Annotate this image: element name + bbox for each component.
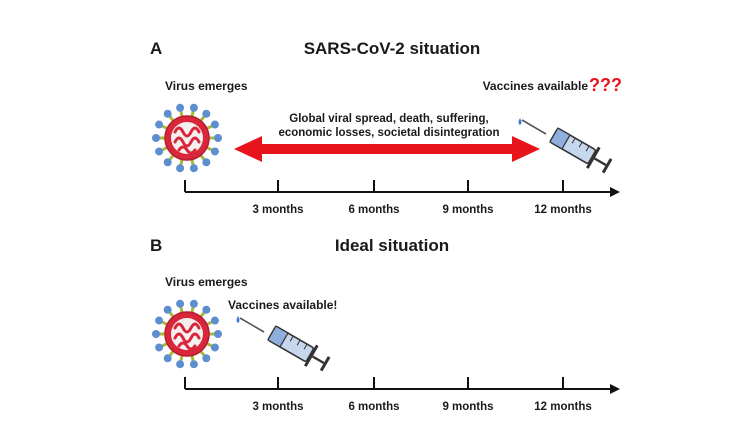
panel-a: A SARS-CoV-2 situation Virus emerges Vac…	[150, 39, 622, 216]
tick-label: 3 months	[252, 204, 303, 216]
tick-label: 9 months	[442, 204, 493, 216]
panel-a-vaccine-label: Vaccines available	[483, 79, 589, 93]
double-arrow	[234, 136, 540, 162]
panel-b-title: Ideal situation	[335, 236, 449, 255]
panel-a-letter: A	[150, 39, 162, 58]
virus-icon	[150, 298, 224, 370]
syringe-icon	[235, 314, 334, 377]
tick-label: 3 months	[252, 401, 303, 413]
timeline-b: 3 months 6 months 9 months 12 months	[184, 377, 620, 413]
panel-b-letter: B	[150, 236, 162, 255]
virus-icon	[150, 102, 224, 174]
timeline-a: 3 months 6 months 9 months 12 months	[184, 180, 620, 216]
arrow-caption-line2: economic losses, societal disintegration	[278, 127, 499, 139]
panel-b-vaccine-label: Vaccines available!	[228, 298, 337, 312]
tick-label: 12 months	[534, 204, 592, 216]
panel-a-question-marks: ???	[589, 75, 622, 95]
tick-label: 6 months	[348, 401, 399, 413]
tick-label: 9 months	[442, 401, 493, 413]
tick-label: 12 months	[534, 401, 592, 413]
panel-a-virus-label: Virus emerges	[165, 79, 248, 93]
arrow-caption-line1: Global viral spread, death, suffering,	[289, 113, 488, 125]
panel-b: B Ideal situation Virus emerges Vaccines…	[150, 236, 620, 413]
panel-a-title: SARS-CoV-2 situation	[304, 39, 481, 58]
tick-label: 6 months	[348, 204, 399, 216]
panel-b-virus-label: Virus emerges	[165, 275, 248, 289]
